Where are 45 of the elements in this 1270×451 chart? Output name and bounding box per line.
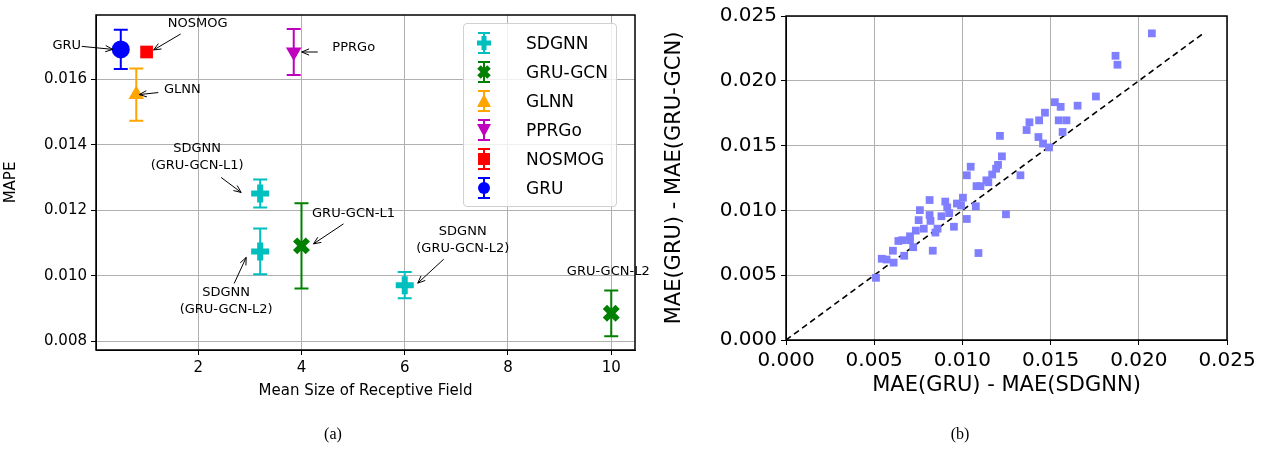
point: [292, 236, 311, 256]
legend-label: GRU-GCN: [526, 61, 608, 82]
annotation: SDGNN (GRU-GCN-L2): [179, 284, 273, 317]
annotation: PPRGo: [332, 39, 376, 55]
x-tick-label: 0.015: [1021, 347, 1080, 372]
y-tick-label: 0.010: [719, 196, 777, 221]
y-tick-label: 0.016: [44, 69, 87, 88]
point: [111, 40, 130, 59]
y-tick-label: 0.010: [44, 265, 87, 284]
y-tick-label: 0.005: [719, 261, 777, 286]
y-tick-label: 0.014: [44, 134, 87, 153]
y-tick-label: 0.015: [719, 131, 777, 156]
x-tick-label: 6: [399, 357, 410, 376]
y-tick-label: 0.020: [719, 67, 777, 91]
x-tick-label: 0.025: [1198, 347, 1256, 372]
x-axis-title: MAE(GRU) - MAE(SDGNN): [872, 371, 1141, 396]
y-axis-title: MAPE: [0, 161, 19, 204]
point: [140, 45, 153, 59]
x-tick-label: 4: [296, 357, 307, 376]
point: [601, 303, 621, 323]
x-tick-label: 2: [193, 357, 203, 376]
annotation: SDGNN (GRU-GCN-L2): [416, 223, 510, 256]
annotation: NOSMOG: [167, 15, 228, 31]
x-tick-label: 10: [601, 357, 621, 376]
y-axis-title: MAE(GRU) - MAE(GRU-GCN): [661, 31, 686, 325]
legend-label: GLNN: [526, 90, 575, 111]
point: [285, 47, 302, 61]
x-axis-title: Mean Size of Receptive Field: [258, 380, 473, 399]
annotation: GRU-GCN-L1: [312, 205, 395, 221]
legend-label: GRU: [526, 177, 564, 198]
x-tick-label: 8: [503, 357, 513, 376]
annotation: GRU: [52, 36, 82, 52]
annotation: GLNN: [163, 80, 201, 96]
x-tick-label: 0.010: [933, 347, 992, 372]
annotation: SDGNN (GRU-GCN-L1): [150, 140, 244, 173]
legend-label: PPRGo: [526, 119, 582, 140]
text: (a): [323, 425, 343, 443]
x-tick-label: 0.020: [1110, 347, 1168, 372]
legend-label: SDGNN: [526, 32, 589, 53]
x-tick-label: 0.005: [845, 347, 903, 372]
text: (b): [949, 425, 971, 443]
y-tick-label: 0.008: [44, 331, 87, 350]
y-tick-label: 0.012: [44, 200, 87, 219]
y-tick-label: 0.025: [719, 2, 777, 27]
legend-label: NOSMOG: [526, 148, 605, 169]
